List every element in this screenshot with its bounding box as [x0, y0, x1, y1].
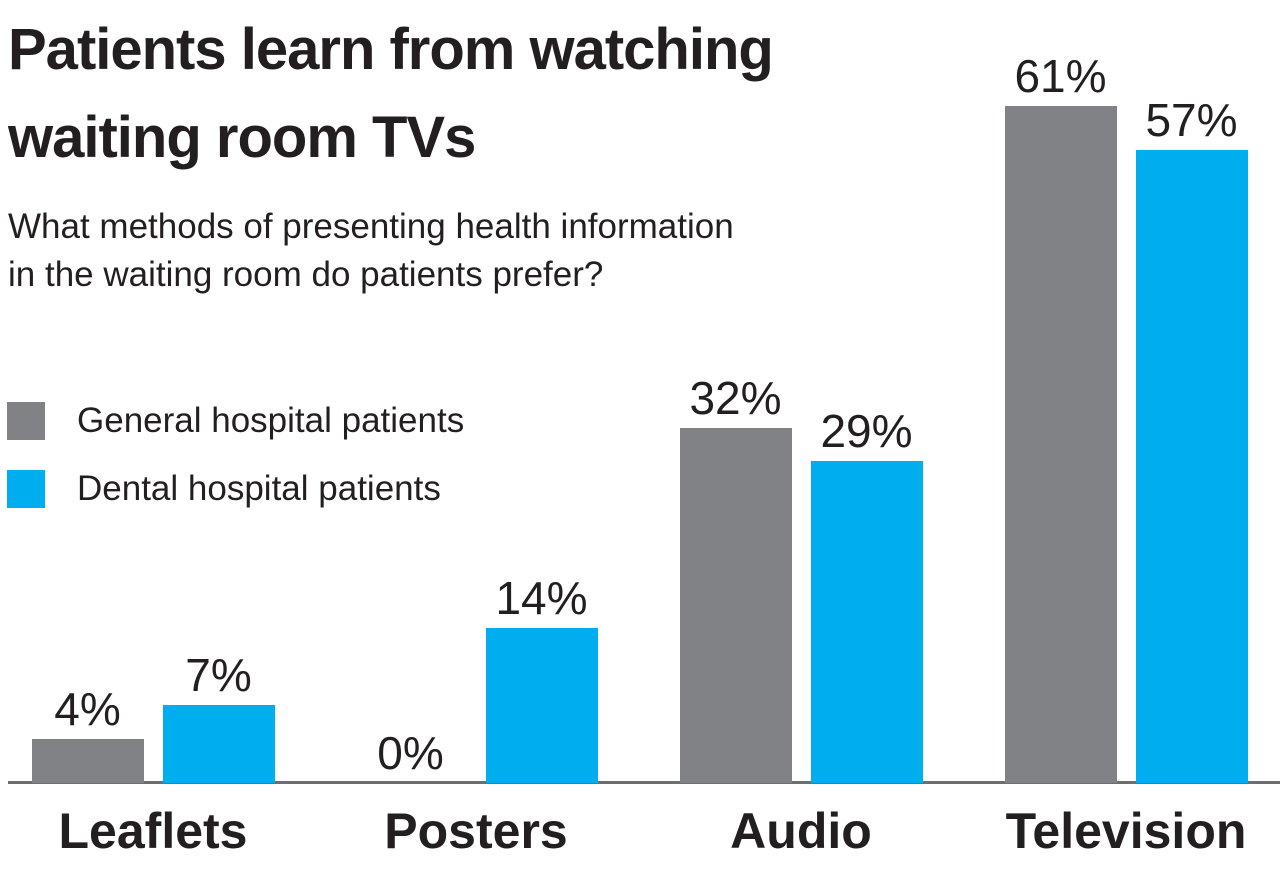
value-label-general-leaflets: 4%	[54, 683, 121, 735]
bar-dental-television	[1135, 150, 1248, 783]
value-label-dental-television: 57%	[1145, 94, 1238, 146]
category-label-leaflets: Leaflets	[58, 803, 248, 859]
category-label-audio: Audio	[730, 803, 872, 859]
value-label-general-audio: 32%	[689, 372, 782, 424]
legend: General hospital patients Dental hospita…	[7, 401, 465, 538]
bar-general-television	[1004, 106, 1117, 783]
legend-swatch-general-icon	[7, 402, 45, 440]
chart-subtitle: What methods of presenting health inform…	[8, 203, 734, 299]
bar-dental-leaflets	[162, 705, 275, 783]
bar-general-leaflets	[31, 739, 144, 783]
bar-dental-audio	[810, 461, 923, 783]
chart-subtitle-line2: in the waiting room do patients prefer?	[8, 255, 604, 294]
chart-title-line2: waiting room TVs	[8, 105, 476, 170]
x-axis-line	[8, 781, 1280, 784]
value-label-dental-audio: 29%	[820, 405, 913, 457]
legend-swatch-dental-icon	[7, 470, 45, 508]
category-label-posters: Posters	[384, 803, 568, 859]
legend-item-dental: Dental hospital patients	[7, 469, 464, 508]
category-label-television: Television	[1005, 803, 1247, 859]
chart-title-line1: Patients learn from watching	[8, 17, 774, 82]
value-label-general-posters: 0%	[377, 727, 444, 779]
chart-subtitle-line1: What methods of presenting health inform…	[8, 207, 734, 246]
bar-dental-posters	[485, 628, 598, 783]
value-label-general-television: 61%	[1014, 50, 1107, 102]
value-label-dental-posters: 14%	[495, 572, 588, 624]
chart-title: Patients learn from watching waiting room…	[8, 6, 774, 182]
legend-label-dental: Dental hospital patients	[77, 469, 441, 508]
bar-general-audio	[679, 428, 792, 783]
legend-item-general: General hospital patients	[7, 401, 465, 440]
legend-label-general: General hospital patients	[77, 401, 465, 440]
value-label-dental-leaflets: 7%	[185, 649, 252, 701]
